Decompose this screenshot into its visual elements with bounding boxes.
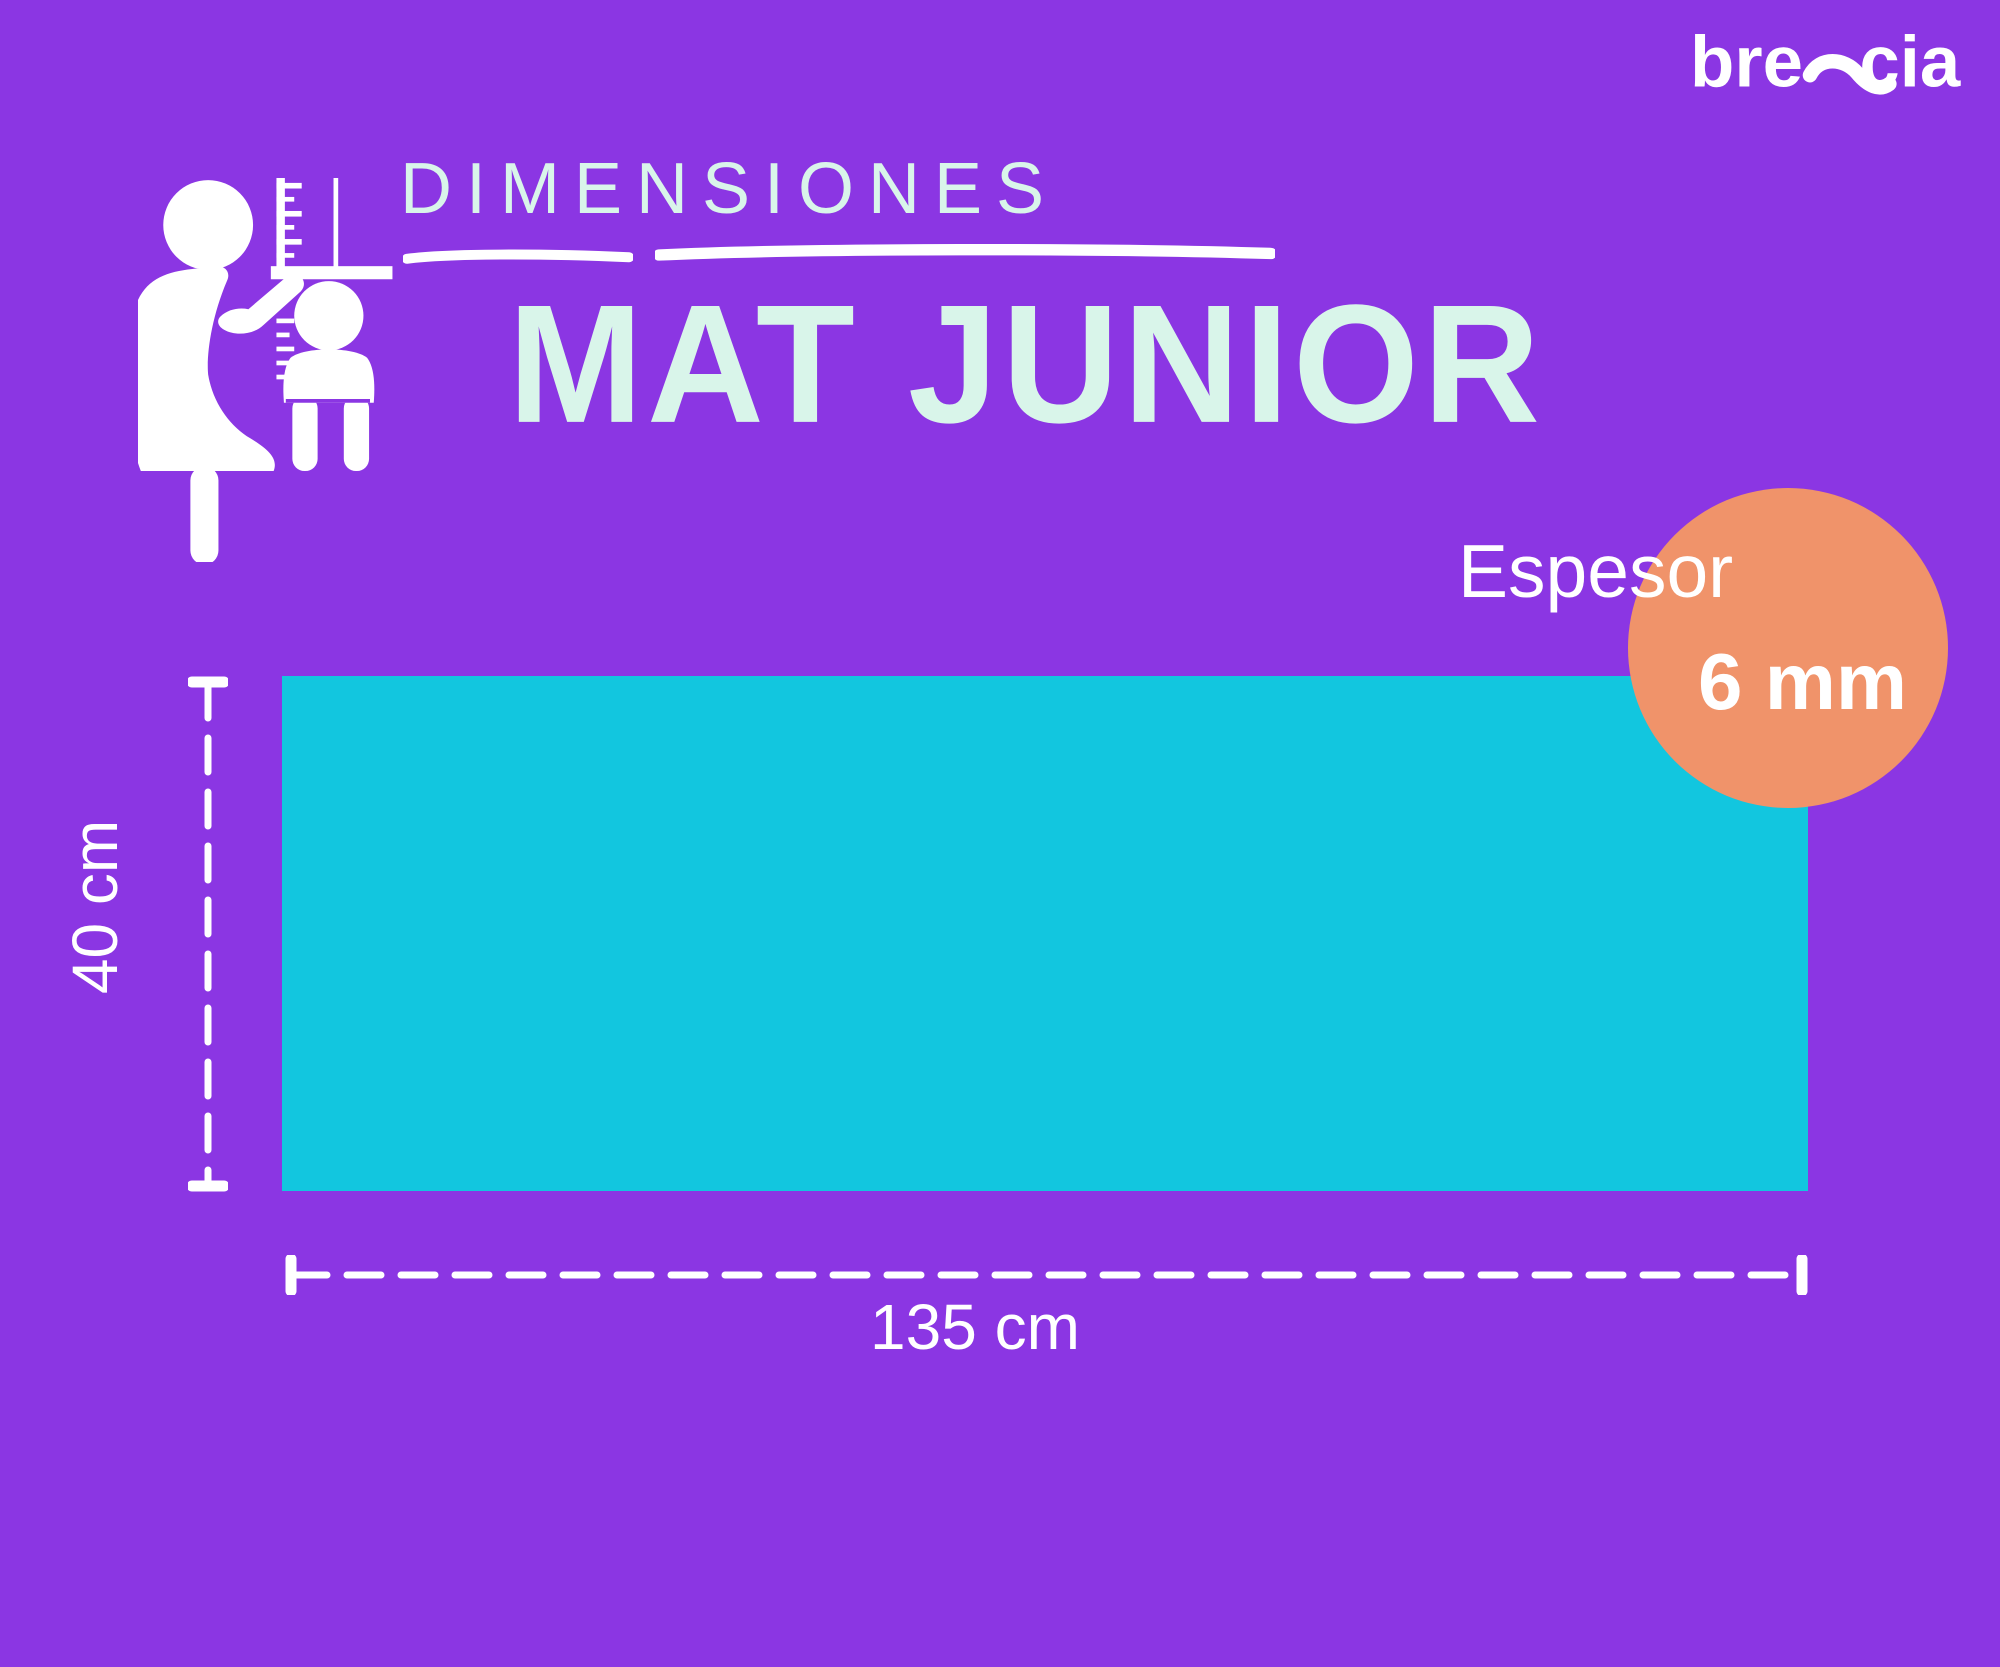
svg-text:bre: bre <box>1690 28 1803 102</box>
